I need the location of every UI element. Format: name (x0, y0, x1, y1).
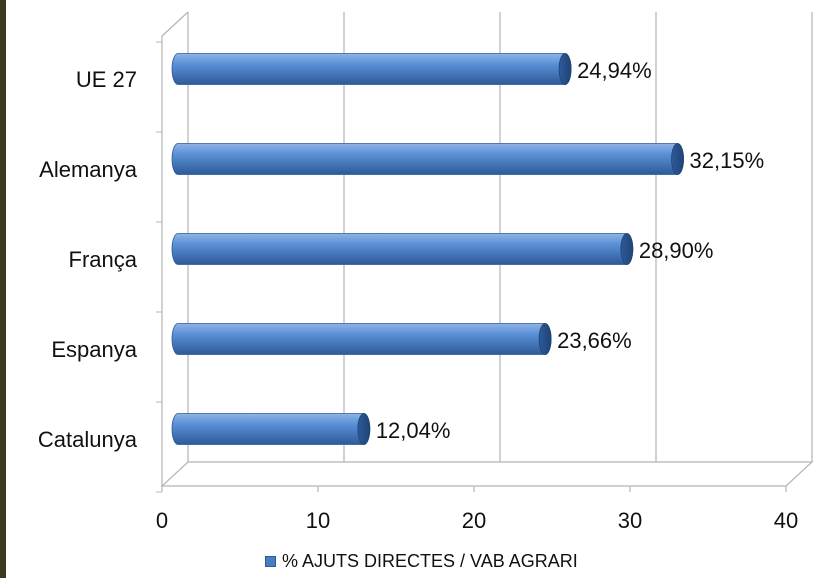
category-label: Alemanya (39, 157, 138, 182)
window-edge (0, 0, 6, 578)
chart-floor (160, 461, 814, 487)
data-labels: 24,94% 32,15% 28,90% 23,66% 12,04% (376, 58, 764, 443)
legend-label: % AJUTS DIRECTES / VAB AGRARI (282, 551, 578, 571)
bar (171, 53, 572, 85)
x-tick-label: 40 (774, 508, 798, 533)
bar-end-cap (558, 53, 572, 85)
data-label: 12,04% (376, 418, 451, 443)
grid-lines (160, 11, 814, 487)
data-label: 24,94% (577, 58, 652, 83)
category-label: UE 27 (76, 67, 137, 92)
bar (171, 233, 634, 265)
legend-swatch (265, 556, 276, 567)
data-label: 32,15% (690, 148, 765, 173)
category-label: Catalunya (38, 427, 138, 452)
bar-end-cap (671, 143, 684, 175)
bar (171, 413, 371, 445)
category-label: Espanya (51, 337, 137, 362)
bar-end-cap (357, 413, 371, 445)
bars (171, 53, 684, 445)
category-axis: UE 27 Alemanya França Espanya Catalunya (38, 41, 162, 493)
x-axis: 0 10 20 30 40 (156, 486, 798, 533)
x-tick-label: 30 (618, 508, 642, 533)
x-tick-label: 0 (156, 508, 168, 533)
data-label: 28,90% (639, 238, 714, 263)
bar-end-cap (620, 233, 634, 265)
legend: % AJUTS DIRECTES / VAB AGRARI (265, 551, 578, 572)
category-label: França (69, 247, 138, 272)
data-label: 23,66% (557, 328, 632, 353)
bar (171, 143, 684, 175)
bar (171, 323, 552, 355)
left-wall-top (161, 11, 189, 37)
bar-end-cap (538, 323, 552, 355)
x-tick-label: 10 (306, 508, 330, 533)
x-tick-label: 20 (462, 508, 486, 533)
